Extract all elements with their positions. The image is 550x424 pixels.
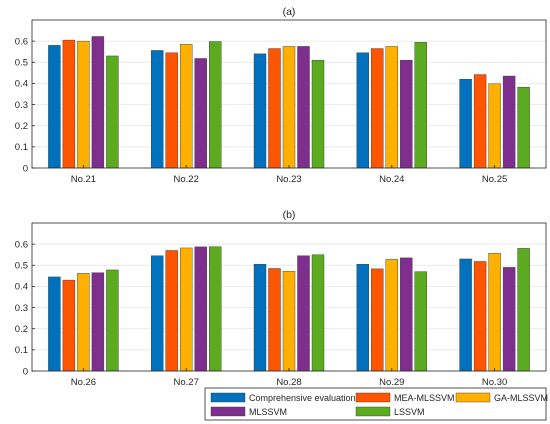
panel-a-ytick-label-2: 0.2 xyxy=(15,121,28,132)
panel-b-bar-mlssvm-no29 xyxy=(400,257,413,372)
panel-a-bar-comprehensive-evaluation-score-no23 xyxy=(253,53,267,169)
panel-a-bar-mlssvm-no23 xyxy=(297,46,310,169)
panel-a-bar-ga-mlssvm-no25 xyxy=(488,83,501,169)
panel-b-bar-comprehensive-evaluation-score-no26 xyxy=(48,276,61,372)
panel-a-bar-comprehensive-evaluation-score-no22 xyxy=(150,50,164,169)
panel-b-ytick-label-2: 0.2 xyxy=(15,324,28,335)
panel-b-chart: 0 0.1 0.2 0.3 0.4 0.5 0.6 No.26 No.27 No.28 No.29 N… xyxy=(15,209,547,388)
legend-label-ga-mlssvm: GA-MLSSVM xyxy=(494,393,548,403)
panel-b-bar-mea-mlssvm-no28 xyxy=(268,268,281,372)
panel-b-bar-ga-mlssvm-no28 xyxy=(282,271,296,372)
panel-b-bar-mea-mlssvm-no27 xyxy=(165,250,178,372)
panel-a-bar-ga-mlssvm-no21 xyxy=(77,40,90,169)
panel-b-bar-mlssvm-no26 xyxy=(91,272,105,372)
panel-b-bar-mlssvm-no28 xyxy=(297,255,310,372)
panel-b-bar-mea-mlssvm-no26 xyxy=(62,279,76,372)
panel-a-ytick-label-6: 0.6 xyxy=(15,36,28,47)
panel-a-ytick-label-3: 0.3 xyxy=(15,100,28,111)
panel-a-bar-mea-mlssvm-no23 xyxy=(268,48,281,169)
legend-swatch-mlssvm xyxy=(210,406,246,417)
panel-b-bar-mlssvm-no30 xyxy=(502,267,516,372)
panel-b-bar-mea-mlssvm-no29 xyxy=(371,268,384,372)
panel-a-category-label-2: No.23 xyxy=(276,174,301,185)
panel-a-ytick-label-5: 0.5 xyxy=(15,58,28,69)
panel-a-category-label-4: No.25 xyxy=(482,174,507,185)
panel-a-bar-ga-mlssvm-no22 xyxy=(179,44,193,169)
panel-a-title: (a) xyxy=(283,6,296,18)
panel-a-bar-mlssvm-no24 xyxy=(400,59,413,169)
panel-b-bar-ga-mlssvm-no26 xyxy=(77,273,90,372)
panel-a-chart: 0 0.1 0.2 0.3 0.4 0.5 0.6 No.21 No.22 No.23 No.24 N… xyxy=(15,6,547,185)
panel-b-bar-ga-mlssvm-no29 xyxy=(385,259,398,372)
panel-a-bar-lssvm-no22 xyxy=(208,41,222,169)
panel-a-category-label-1: No.22 xyxy=(174,174,199,185)
panel-b-bar-lssvm-no27 xyxy=(208,246,222,372)
panel-b-category-label-1: No.27 xyxy=(174,377,199,388)
panel-a-bar-comprehensive-evaluation-score-no24 xyxy=(356,52,369,169)
panel-a-bar-comprehensive-evaluation-score-no25 xyxy=(459,78,472,169)
legend-label-mlssvm: MLSSVM xyxy=(249,407,287,417)
panel-b-ytick-label-5: 0.5 xyxy=(15,261,28,272)
panel-a-bar-lssvm-no24 xyxy=(414,42,427,169)
panel-b-bar-lssvm-no28 xyxy=(311,254,325,372)
legend-label-lssvm: LSSVM xyxy=(394,407,425,417)
panel-b-bar-comprehensive-evaluation-score-no28 xyxy=(253,264,267,372)
legend-swatch-ga-mlssvm xyxy=(455,392,491,403)
panel-a-bar-mea-mlssvm-no25 xyxy=(473,74,487,169)
panel-b-bar-comprehensive-evaluation-score-no29 xyxy=(356,264,369,372)
panel-b-category-label-0: No.26 xyxy=(71,377,96,388)
panel-a-bar-ga-mlssvm-no24 xyxy=(385,46,398,169)
panel-a-category-label-0: No.21 xyxy=(71,174,96,185)
panel-a-bar-mlssvm-no21 xyxy=(91,36,105,169)
panel-b-category-label-3: No.29 xyxy=(379,377,404,388)
panel-a-bar-lssvm-no25 xyxy=(517,87,530,169)
panel-a-bar-lssvm-no21 xyxy=(106,55,119,169)
panel-a-ytick-label-4: 0.4 xyxy=(15,79,28,90)
panel-a-bar-mea-mlssvm-no22 xyxy=(165,52,178,169)
panel-b-bar-ga-mlssvm-no30 xyxy=(488,253,501,372)
panel-b-bar-mlssvm-no27 xyxy=(194,246,207,372)
panel-a-category-label-3: No.24 xyxy=(379,174,404,185)
panel-b-bar-lssvm-no29 xyxy=(414,271,427,372)
panel-a-axes-frame xyxy=(31,19,547,169)
panel-b-category-label-2: No.28 xyxy=(276,377,301,388)
legend-swatch-mea-mlssvm xyxy=(355,392,391,403)
legend-label-comprehensive-evaluation-score: Comprehensive evaluation score xyxy=(249,393,380,403)
panel-a-bar-mlssvm-no25 xyxy=(502,75,516,169)
panel-b-bar-ga-mlssvm-no27 xyxy=(179,247,193,372)
panel-b-bar-comprehensive-evaluation-score-no30 xyxy=(459,258,472,372)
panel-a-bar-lssvm-no23 xyxy=(311,59,325,169)
panel-b-title: (b) xyxy=(283,209,296,221)
panel-b-ytick-label-4: 0.4 xyxy=(15,282,28,293)
panel-b-ytick-label-6: 0.6 xyxy=(15,239,28,250)
panel-b-bar-mea-mlssvm-no30 xyxy=(473,261,487,372)
panel-b-ytick-label-0: 0 xyxy=(23,366,28,377)
panel-b-ytick-label-1: 0.1 xyxy=(15,345,28,356)
panel-a-bar-mea-mlssvm-no21 xyxy=(62,39,76,169)
panel-a-bar-comprehensive-evaluation-score-no21 xyxy=(48,45,61,169)
panel-b-axes-frame xyxy=(31,222,547,372)
panel-b-category-label-4: No.30 xyxy=(482,377,507,388)
panel-b-bar-comprehensive-evaluation-score-no27 xyxy=(150,255,164,372)
panel-a-bar-mea-mlssvm-no24 xyxy=(371,48,384,169)
panel-a-ytick-label-0: 0 xyxy=(23,163,28,174)
panel-a-ytick-label-1: 0.1 xyxy=(15,142,28,153)
panel-b-bar-lssvm-no26 xyxy=(106,269,119,372)
panel-b-ytick-label-3: 0.3 xyxy=(15,303,28,314)
panel-a-bar-mlssvm-no22 xyxy=(194,58,207,169)
panel-a-bar-ga-mlssvm-no23 xyxy=(282,46,296,169)
legend-label-mea-mlssvm: MEA-MLSSVM xyxy=(394,393,455,403)
legend-swatch-comprehensive-evaluation-score xyxy=(210,392,246,403)
legend: Comprehensive evaluation score MEA-MLSSVM… xyxy=(204,387,548,421)
legend-swatch-lssvm xyxy=(355,406,391,417)
panel-b-bar-lssvm-no30 xyxy=(517,248,530,372)
